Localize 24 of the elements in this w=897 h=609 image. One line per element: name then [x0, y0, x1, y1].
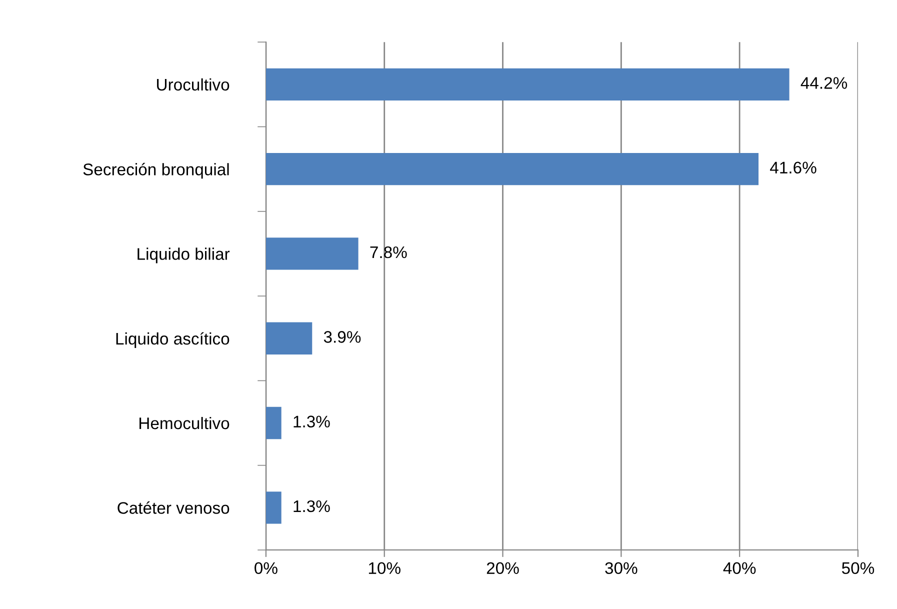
data-label: 41.6% — [770, 162, 816, 174]
data-label: 1.3% — [294, 500, 330, 512]
bar — [266, 68, 790, 100]
x-tick-label: 10% — [368, 562, 400, 574]
y-tick-label: Urocultivo — [157, 78, 230, 91]
bar — [266, 238, 358, 270]
bar — [266, 322, 312, 354]
data-label: 1.3% — [294, 416, 330, 428]
x-tick-label: 30% — [605, 562, 638, 574]
x-tick-label: 20% — [486, 562, 519, 574]
y-tick-label: Liquido biliar — [138, 248, 230, 264]
bar — [266, 152, 759, 186]
y-tick-label: Catéter venoso — [118, 501, 230, 514]
x-tick-label: 0% — [254, 562, 278, 574]
data-label: 44.2% — [800, 77, 848, 89]
data-label: 3.9% — [324, 331, 361, 343]
x-tick-label: 50% — [842, 562, 874, 574]
y-tick-label: Hemocultivo — [140, 416, 230, 430]
data-label: 7.8% — [370, 246, 407, 258]
x-tick-label: 40% — [723, 562, 756, 574]
y-tick-label: Secreción bronquial — [83, 162, 229, 179]
y-tick-label: Liquido ascítico — [116, 332, 230, 348]
bar — [266, 492, 282, 524]
bar — [266, 406, 282, 440]
